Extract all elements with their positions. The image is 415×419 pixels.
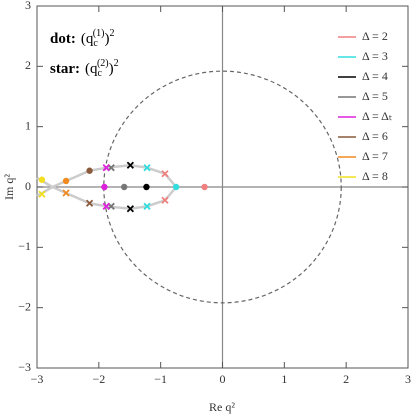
y-tick-label: −2	[18, 299, 31, 313]
x-tick-label: −1	[154, 372, 167, 386]
y-tick-label: 3	[25, 0, 31, 12]
y-tick-label: 0	[25, 179, 31, 193]
legend-label: Δ = 4	[362, 69, 388, 83]
annotation-power: 2	[109, 28, 114, 39]
star	[126, 161, 135, 169]
trajectory	[36, 176, 178, 210]
annotation-base: (q	[85, 61, 98, 77]
annotation-power: 2	[114, 58, 119, 69]
annotation-sub: c	[93, 38, 98, 49]
legend-label: Δ = 7	[362, 149, 388, 163]
dot	[101, 183, 108, 191]
y-tick-label: −3	[18, 360, 31, 374]
annotation-sup: (2)	[97, 58, 109, 69]
trajectory	[36, 164, 178, 198]
y-axis-label: Im q²	[2, 174, 16, 200]
dot	[62, 177, 70, 185]
x-tick-label: −2	[92, 372, 105, 386]
x-tick-label: −3	[31, 372, 44, 386]
dot	[120, 183, 128, 191]
x-tick-label: 2	[343, 372, 349, 386]
annotation-close: )	[104, 31, 109, 47]
legend-label: Δ = 5	[362, 89, 388, 103]
dot	[86, 167, 93, 174]
star	[38, 190, 46, 198]
annotation-base: (q	[81, 31, 94, 47]
x-tick-label: 3	[405, 372, 411, 386]
dot	[172, 183, 180, 191]
legend-label: Δ = Δₜ	[362, 109, 392, 123]
x-tick-label: 1	[281, 372, 287, 386]
star	[161, 196, 169, 204]
star	[102, 202, 110, 210]
circle	[103, 70, 342, 304]
annotation-close: )	[109, 61, 114, 77]
annotation-sub: c	[98, 68, 103, 79]
y-tick-label: 2	[25, 58, 31, 72]
star	[85, 199, 94, 207]
star	[102, 164, 110, 172]
star	[143, 202, 151, 210]
star	[161, 170, 169, 178]
star	[143, 164, 151, 172]
dot	[143, 183, 150, 191]
annotation: dot: (qc(1))2	[50, 28, 114, 49]
star	[126, 205, 135, 213]
y-tick-label: 1	[25, 118, 31, 132]
legend-label: Δ = 3	[362, 49, 388, 63]
legend-label: Δ = 6	[362, 129, 388, 143]
annotation-sup: (1)	[93, 28, 105, 39]
x-axis-label: Re q²	[209, 400, 235, 414]
y-tick-label: −1	[18, 239, 31, 253]
dot	[201, 183, 208, 191]
annotation-label: dot:	[50, 31, 76, 47]
dot	[38, 176, 46, 183]
annotation-label: star:	[50, 61, 80, 77]
annotation: star: (qc(2))2	[50, 58, 119, 79]
legend-label: Δ = 8	[362, 169, 388, 183]
x-tick-label: 0	[220, 372, 226, 386]
legend-label: Δ = 2	[362, 29, 388, 43]
star	[62, 189, 70, 197]
